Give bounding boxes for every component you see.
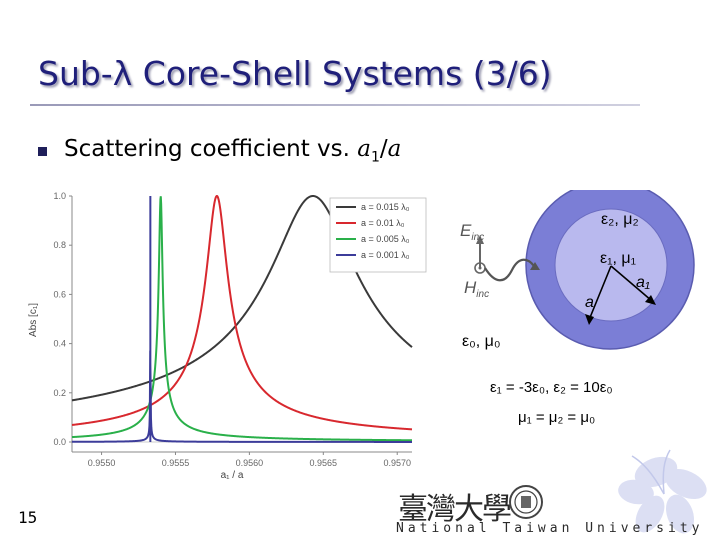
bullet-a: a [387,136,402,162]
legend-label: a = 0.001 λ₀ [361,250,410,260]
h-field-dot-center [478,266,482,270]
x-tick-label: 0.9565 [310,458,338,468]
radius-a-label: a [585,294,594,311]
y-tick-label: 0.0 [53,437,66,447]
series-line-2 [71,195,413,431]
series-line-3 [71,196,412,442]
page-title: Sub-λ Core-Shell Systems (3/6) [38,54,552,93]
legend-label: a = 0.005 λ₀ [361,234,410,244]
chart-legend: a = 0.015 λ₀ a = 0.01 λ₀ a = 0.005 λ₀ a = 0… [329,197,427,273]
y-tick-label: 1.0 [53,191,66,201]
incident-wave [484,258,535,282]
azalea-flower-watermark-icon [618,449,707,534]
outer-shell-label: ε₂, μ₂ [601,211,639,228]
h-inc-label: Hinc [464,278,489,300]
e-field-arrowhead [476,235,484,244]
scattering-chart: 0.0 0.2 0.4 0.6 0.8 1.0 0.9550 0.9555 0.9560 0.95… [28,191,427,481]
radius-a-line [588,265,612,321]
page-number: 15 [18,508,38,527]
legend-box [329,197,427,273]
university-seal-icon [509,485,543,519]
x-tick-label: 0.9570 [383,458,411,468]
university-name: National Taiwan University [396,521,704,536]
radius-a-arrowhead [585,314,594,325]
background-medium-label: ε₀, μ₀ [462,333,501,350]
y-tick-label: 0.6 [53,289,66,299]
bullet-a1: a [357,136,371,162]
bullet-text: Scattering coefficient vs. a1/a [64,136,401,166]
y-tick-label: 0.8 [53,240,66,250]
series-line-4 [72,196,412,443]
x-tick-label: 0.9550 [88,458,116,468]
bullet-slash: / [379,136,388,162]
chart-curves [71,194,413,443]
x-tick-label: 0.9560 [236,458,264,468]
radius-a1-line [610,265,653,302]
bullet-a1-sub: 1 [371,149,380,166]
y-tick-label: 0.2 [53,388,66,398]
axis-ticks: 0.0 0.2 0.4 0.6 0.8 1.0 0.9550 0.9555 0.9560 0.95… [53,191,410,468]
bullet-square-icon [38,147,47,156]
inner-core-label: ε₁, μ₁ [600,250,636,267]
radius-a1-arrowhead [645,295,656,305]
y-tick-label: 0.4 [53,339,66,349]
title-divider [30,104,640,106]
e-inc-label: Einc [460,221,484,243]
inner-core [554,208,668,322]
x-axis-label: a₁ / a [221,470,244,481]
legend-label: a = 0.015 λ₀ [361,202,410,212]
incident-wave-arrowhead [530,262,540,270]
core-shell-diagram: Einc Hinc ε₂, μ₂ ε₁, μ₁ a₁ a ε₀, μ₀ ε₁ =… [460,190,695,426]
legend-label: a = 0.01 λ₀ [361,218,405,228]
y-axis-label: Abs [c₁] [28,303,39,337]
permittivity-equation: ε₁ = -3ε₀, ε₂ = 10ε₀ [490,379,613,396]
permeability-equation: μ₁ = μ₂ = μ₀ [518,409,595,426]
university-calligraphy-logo: 臺灣大學 [398,492,512,527]
x-tick-label: 0.9555 [162,458,190,468]
bullet-text-main: Scattering coefficient vs. [64,136,358,162]
radius-a1-label: a₁ [636,274,650,291]
